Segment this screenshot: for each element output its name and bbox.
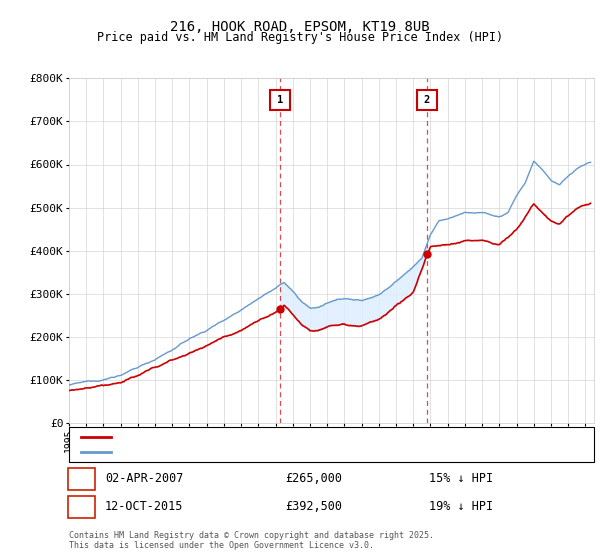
Text: HPI: Average price, semi-detached house, Epsom and Ewell: HPI: Average price, semi-detached house,… bbox=[114, 447, 464, 458]
Text: 1: 1 bbox=[277, 95, 283, 105]
Text: 2: 2 bbox=[424, 95, 430, 105]
Text: £265,000: £265,000 bbox=[285, 472, 342, 486]
Text: 216, HOOK ROAD, EPSOM, KT19 8UB (semi-detached house): 216, HOOK ROAD, EPSOM, KT19 8UB (semi-de… bbox=[114, 432, 445, 442]
Text: 12-OCT-2015: 12-OCT-2015 bbox=[105, 500, 184, 514]
Text: Contains HM Land Registry data © Crown copyright and database right 2025.
This d: Contains HM Land Registry data © Crown c… bbox=[69, 530, 434, 550]
Text: 2: 2 bbox=[78, 500, 85, 514]
Text: £392,500: £392,500 bbox=[285, 500, 342, 514]
Text: 02-APR-2007: 02-APR-2007 bbox=[105, 472, 184, 486]
Text: 15% ↓ HPI: 15% ↓ HPI bbox=[429, 472, 493, 486]
Text: Price paid vs. HM Land Registry's House Price Index (HPI): Price paid vs. HM Land Registry's House … bbox=[97, 31, 503, 44]
Text: 1: 1 bbox=[78, 472, 85, 486]
Text: 19% ↓ HPI: 19% ↓ HPI bbox=[429, 500, 493, 514]
Text: 216, HOOK ROAD, EPSOM, KT19 8UB: 216, HOOK ROAD, EPSOM, KT19 8UB bbox=[170, 20, 430, 34]
